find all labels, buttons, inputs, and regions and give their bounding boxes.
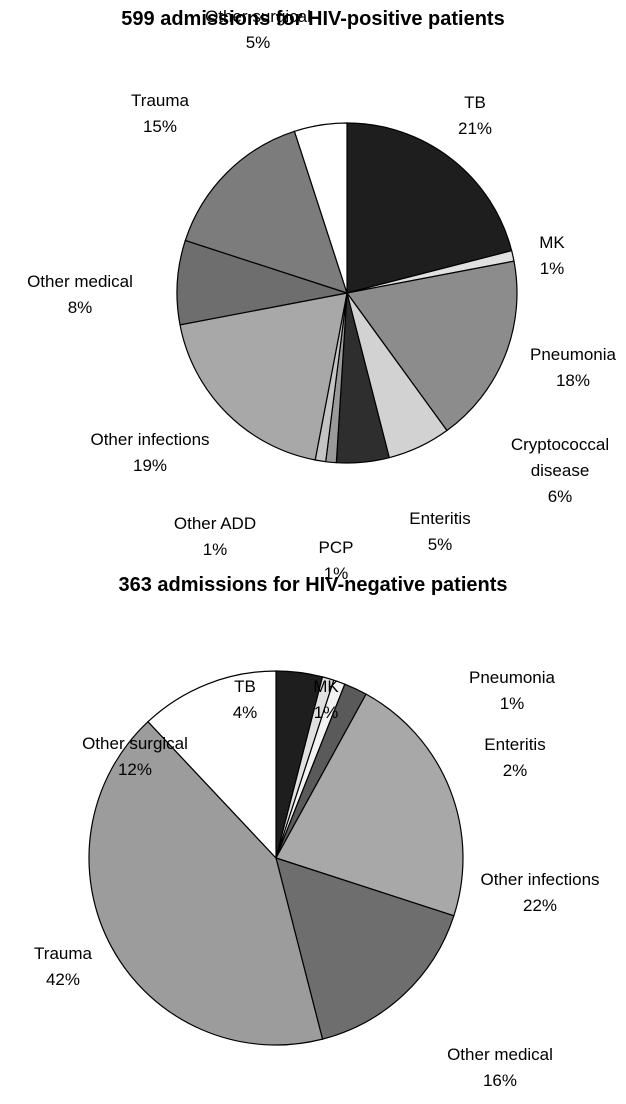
slice-percent: 8% [67, 298, 93, 317]
slice-percent: 2% [502, 761, 528, 780]
pie-slice [346, 122, 513, 294]
slice-label: Trauma 42% [34, 941, 92, 993]
slice-percent: 15% [142, 117, 178, 136]
slice-name: Trauma [131, 91, 189, 110]
slice-label: Cryptococcal disease 6% [500, 432, 620, 510]
slice-name: Other infections [480, 870, 600, 889]
slice-name: Other medical [447, 1045, 553, 1064]
slice-name: Other ADD [173, 514, 257, 533]
pie-slice [147, 670, 277, 860]
slice-percent: 4% [232, 703, 258, 722]
slice-percent: 12% [117, 760, 153, 779]
slice-label: MK 1% [539, 230, 565, 282]
slice-name: PCP [318, 538, 354, 557]
slice-percent: 1% [323, 564, 349, 583]
slice-label: Other medical 8% [27, 269, 133, 321]
slice-label: MK 1% [313, 674, 339, 726]
slice-percent: 42% [45, 970, 81, 989]
slice-label: Enteritis 2% [484, 732, 545, 784]
slice-label: TB 21% [458, 90, 492, 142]
slice-label: Other infections 19% [90, 427, 209, 479]
slice-percent: 6% [547, 487, 573, 506]
slice-label: Other surgical 12% [82, 731, 188, 783]
slice-name: MK [313, 677, 339, 696]
slice-percent: 5% [245, 33, 271, 52]
slice-name: Enteritis [484, 735, 546, 754]
slice-name: Pneumonia [529, 345, 617, 364]
pie-slice [275, 693, 464, 917]
slice-name: Enteritis [409, 509, 471, 528]
slice-name: Other surgical [205, 7, 311, 26]
slice-percent: 19% [132, 456, 168, 475]
pie-slice [179, 292, 348, 461]
slice-name: TB [234, 677, 256, 696]
slice-name: Other infections [90, 430, 210, 449]
slice-label: Other infections 22% [480, 867, 599, 919]
slice-percent: 1% [539, 259, 565, 278]
slice-name: TB [464, 93, 486, 112]
slice-percent: 21% [457, 119, 493, 138]
slice-label: Other ADD 1% [174, 511, 256, 563]
pie-slice [184, 130, 348, 294]
slice-name: Trauma [34, 944, 92, 963]
slice-percent: 18% [555, 371, 591, 390]
chart-title: 363 admissions for HIV-negative patients [118, 574, 508, 596]
pie-slice [293, 122, 348, 294]
slice-label: Other surgical 5% [205, 4, 311, 56]
slice-name: Other medical [27, 272, 133, 291]
slice-label: Pneumonia 1% [469, 665, 555, 717]
pie-slice [88, 720, 324, 1046]
slice-name: Other surgical [82, 734, 188, 753]
slice-label: TB 4% [233, 674, 258, 726]
slice-label: Other medical 16% [447, 1042, 553, 1094]
pie-slice [345, 260, 518, 432]
slice-name: Cryptococcal disease [510, 435, 610, 480]
slice-label: Enteritis 5% [409, 506, 470, 558]
pie-slice [275, 857, 455, 1040]
slice-percent: 1% [499, 694, 525, 713]
slice-name: MK [539, 233, 565, 252]
slice-percent: 16% [482, 1071, 518, 1090]
slice-percent: 22% [522, 896, 558, 915]
slice-name: Pneumonia [468, 668, 556, 687]
slice-percent: 5% [427, 535, 453, 554]
slice-label: PCP 1% [319, 535, 354, 587]
slice-label: Trauma 15% [131, 88, 189, 140]
slice-percent: 1% [313, 703, 339, 722]
chart-title: 599 admissions for HIV-positive patients [121, 8, 505, 30]
slice-percent: 1% [202, 540, 228, 559]
slice-label: Pneumonia 18% [530, 342, 616, 394]
